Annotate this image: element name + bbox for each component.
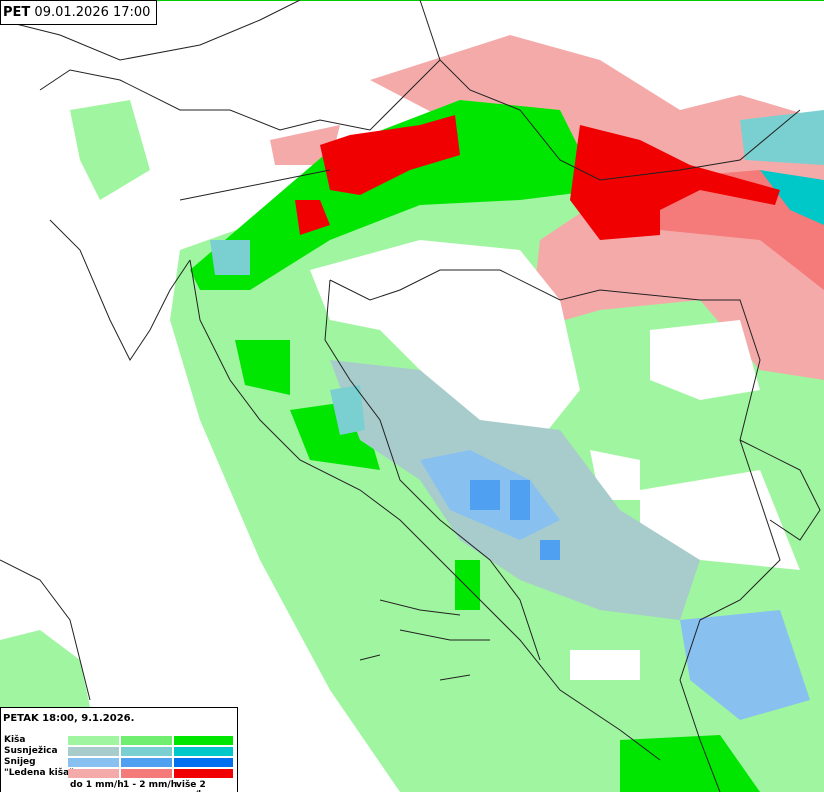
legend-column-label: više 2 mm/h <box>176 780 206 792</box>
freezing-heavy <box>570 125 780 240</box>
freezing-heavy <box>320 115 460 195</box>
legend-title: PETAK 18:00, 9.1.2026. <box>3 713 135 724</box>
freezing-mid <box>640 170 824 290</box>
sleet-heavy <box>760 170 824 225</box>
legend-swatch <box>121 758 172 767</box>
legend: PETAK 18:00, 9.1.2026. Kiša Susnježica Sni… <box>0 707 238 792</box>
legend-swatch <box>121 769 172 778</box>
legend-swatch <box>174 747 233 756</box>
legend-row-label: Snijeg <box>4 757 36 767</box>
legend-swatch <box>121 747 172 756</box>
legend-swatch <box>174 736 233 745</box>
day: PET <box>3 5 31 20</box>
legend-row-label: "Ledena kiša" <box>4 768 74 778</box>
rain-heavy <box>235 340 760 792</box>
rain-heavy <box>190 100 600 290</box>
legend-column-label: 1 - 2 mm/h <box>123 780 178 790</box>
legend-swatch <box>68 747 119 756</box>
snow-mid <box>470 480 560 560</box>
legend-swatch <box>68 736 119 745</box>
datetime: 09.01.2026 17:00 <box>34 5 151 20</box>
freezing-heavy <box>295 200 330 235</box>
legend-row-label: Susnježica <box>4 746 58 756</box>
no-precip <box>310 240 580 440</box>
no-precip <box>570 320 800 680</box>
legend-row-label: Kiša <box>4 735 26 745</box>
rain-light <box>70 100 150 200</box>
legend-swatch <box>68 769 119 778</box>
legend-swatch <box>121 736 172 745</box>
sleet-mid <box>210 110 824 435</box>
legend-swatch <box>174 769 233 778</box>
legend-swatch <box>174 758 233 767</box>
legend-swatch <box>68 758 119 767</box>
header: PET 09.01.2026 17:00 <box>0 0 158 25</box>
rain-light <box>0 630 90 707</box>
legend-column-label: do 1 mm/h <box>70 780 124 790</box>
